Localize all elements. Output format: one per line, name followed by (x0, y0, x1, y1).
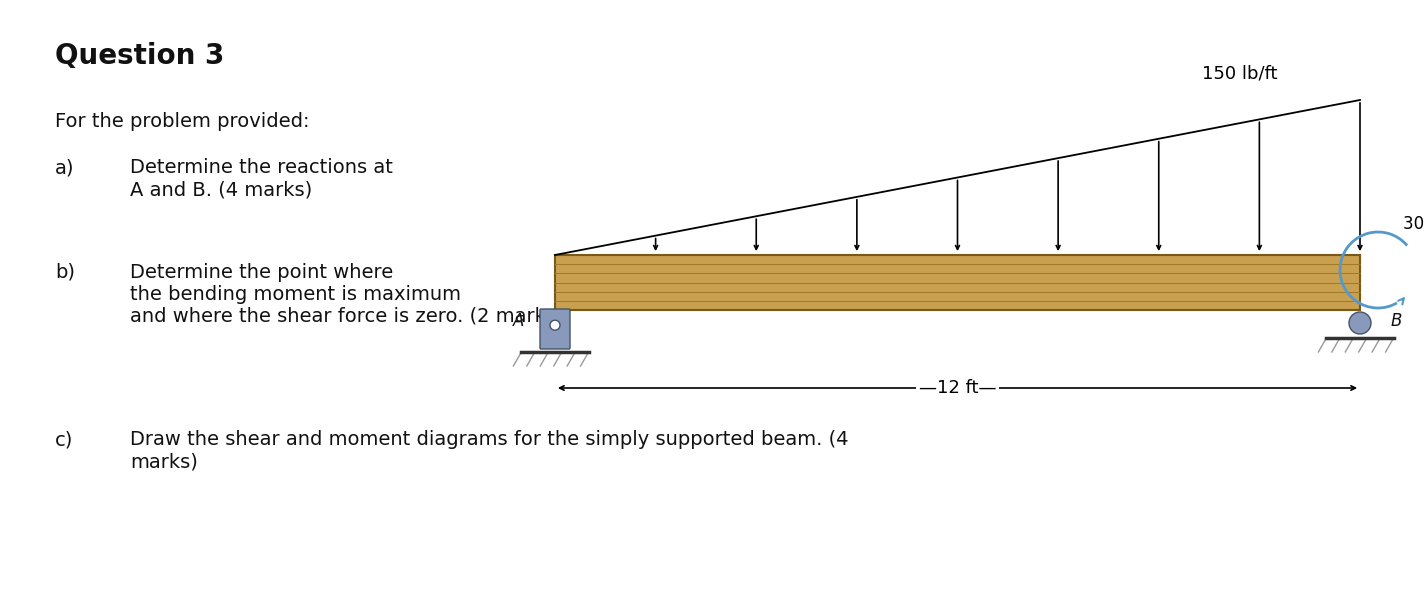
Circle shape (550, 320, 560, 330)
Text: 300 lb·ft: 300 lb·ft (1403, 215, 1424, 233)
Text: c): c) (56, 430, 74, 449)
Text: 150 lb/ft: 150 lb/ft (1202, 64, 1277, 82)
Text: b): b) (56, 263, 75, 282)
Text: —12 ft—: —12 ft— (918, 379, 997, 397)
Text: For the problem provided:: For the problem provided: (56, 112, 309, 131)
FancyBboxPatch shape (540, 309, 570, 349)
Text: A: A (513, 312, 524, 330)
Text: Determine the point where
the bending moment is maximum
and where the shear forc: Determine the point where the bending mo… (130, 263, 564, 326)
Text: Draw the shear and moment diagrams for the simply supported beam. (4
marks): Draw the shear and moment diagrams for t… (130, 430, 849, 471)
Text: a): a) (56, 158, 74, 177)
Bar (555, 255, 1360, 310)
Text: B: B (1391, 312, 1403, 330)
Circle shape (1349, 312, 1371, 334)
Text: Question 3: Question 3 (56, 42, 225, 70)
Text: Determine the reactions at
A and B. (4 marks): Determine the reactions at A and B. (4 m… (130, 158, 393, 199)
